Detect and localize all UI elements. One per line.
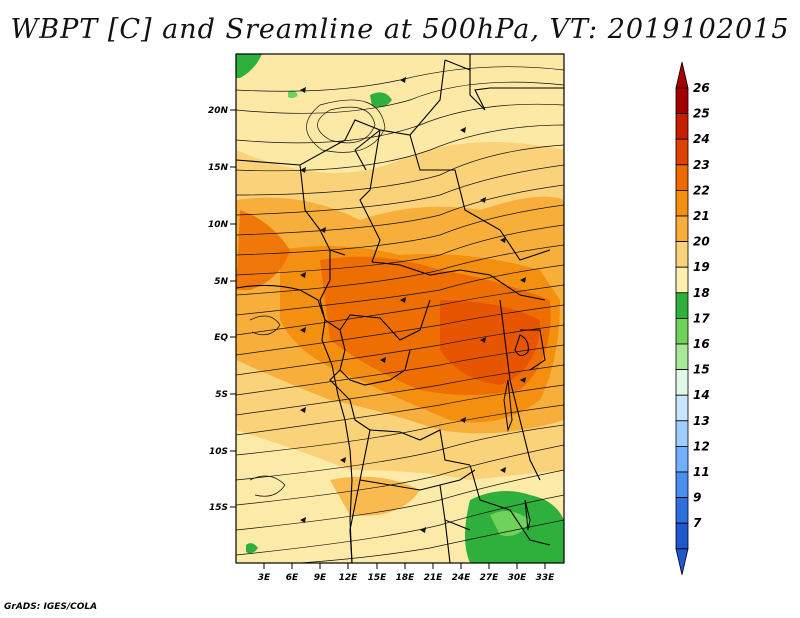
lat-tick-label: 15N (208, 163, 229, 173)
colorbar-label: 20 (693, 235, 710, 249)
lon-axis (263, 563, 546, 569)
colorbar-swatch (675, 317, 689, 345)
lon-tick-label: 24E (452, 573, 472, 583)
footer-credit: GrADS: IGES/COLA (4, 602, 98, 612)
lat-labels: 20N 15N 10N 5N EQ 5S 10S 15S (208, 106, 229, 513)
chart-title: WBPT [C] and Sreamline at 500hPa, VT: 20… (10, 14, 790, 45)
colorbar-label: 25 (693, 107, 710, 121)
country-borders (236, 54, 564, 563)
coastline (236, 284, 353, 563)
colorbar-swatch (675, 522, 689, 550)
lon-tick-label: 30E (508, 573, 528, 583)
lat-tick-label: 10N (208, 220, 229, 230)
colorbar-label: 26 (693, 81, 710, 95)
colorbar-label: 21 (693, 209, 710, 223)
colorbar-label: 15 (693, 363, 710, 377)
colorbar-swatch (675, 292, 689, 319)
lon-tick-label: 6E (286, 573, 299, 583)
lon-tick-label: 18E (396, 573, 416, 583)
lat-tick-label: 5S (215, 390, 228, 400)
lon-labels: 3E 6E 9E 12E 15E 18E 21E 24E 27E 30E 33E (258, 573, 555, 583)
lake-outline (503, 334, 531, 531)
lat-tick-label: 15S (209, 503, 228, 513)
streamline-arrows (300, 77, 526, 533)
lat-tick-label: 20N (208, 106, 229, 116)
colorbar-swatch (675, 138, 689, 166)
colorbar-label: 24 (693, 132, 710, 146)
colorbar-swatch (675, 420, 689, 447)
colorbar-swatch (675, 87, 689, 115)
colorbar-swatch (675, 471, 689, 499)
colorbar-swatch (675, 215, 689, 243)
colorbar-swatch (675, 113, 689, 140)
colorbar-label: 22 (693, 183, 710, 197)
colorbar-top-arrow (675, 61, 689, 89)
lat-tick-label: 5N (214, 277, 228, 287)
colorbar-label: 16 (693, 337, 710, 351)
colorbar-swatch (675, 266, 689, 294)
map-frame (235, 53, 565, 564)
lon-tick-label: 3E (258, 573, 271, 583)
wbpt-fill (236, 54, 564, 563)
colorbar-label: 13 (693, 414, 710, 428)
map-panel (236, 54, 564, 563)
lon-tick-label: 15E (368, 573, 388, 583)
colorbar-swatch (675, 189, 689, 217)
lon-tick-label: 12E (339, 573, 359, 583)
lat-axis (230, 109, 236, 508)
colorbar-swatch (675, 497, 689, 524)
lat-tick-label: 10S (209, 447, 228, 457)
lon-tick-label: 27E (480, 573, 500, 583)
colorbar-swatch (675, 164, 689, 191)
colorbar-swatch (675, 445, 689, 473)
colorbar-swatch (675, 241, 689, 268)
colorbar: 26 25 24 23 22 21 20 19 18 17 16 15 14 13 12 11 9 7 (675, 61, 710, 575)
colorbar-label: 14 (693, 388, 710, 402)
colorbar-label: 11 (693, 465, 710, 479)
lat-tick-label: EQ (214, 333, 228, 343)
colorbar-label: 9 (693, 491, 701, 505)
colorbar-swatch (675, 369, 689, 396)
colorbar-label: 7 (693, 516, 702, 530)
colorbar-label: 18 (693, 286, 710, 300)
colorbar-bottom-arrow (675, 548, 689, 575)
colorbar-label: 17 (693, 311, 710, 325)
lon-tick-label: 21E (424, 573, 444, 583)
lon-tick-label: 33E (536, 573, 556, 583)
lon-tick-label: 9E (314, 573, 327, 583)
colorbar-swatch (675, 394, 689, 422)
colorbar-label: 12 (693, 439, 710, 453)
colorbar-label: 23 (693, 158, 710, 172)
colorbar-label: 19 (693, 260, 710, 274)
colorbar-swatch (675, 343, 689, 371)
